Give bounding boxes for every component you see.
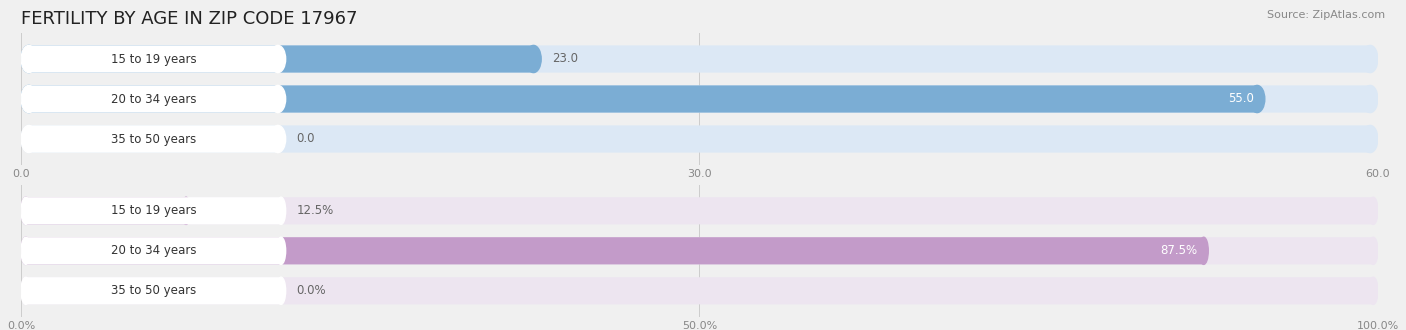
Circle shape	[21, 197, 31, 224]
Circle shape	[21, 85, 37, 113]
Text: 15 to 19 years: 15 to 19 years	[111, 204, 197, 217]
FancyBboxPatch shape	[25, 237, 1204, 264]
FancyBboxPatch shape	[25, 237, 281, 264]
Text: 0.0%: 0.0%	[297, 284, 326, 297]
FancyBboxPatch shape	[28, 46, 278, 73]
Circle shape	[1250, 85, 1265, 113]
Text: 15 to 19 years: 15 to 19 years	[111, 52, 197, 65]
Circle shape	[270, 46, 285, 73]
FancyBboxPatch shape	[25, 237, 1374, 264]
FancyBboxPatch shape	[25, 277, 1374, 304]
Circle shape	[21, 85, 37, 113]
Circle shape	[270, 125, 285, 152]
Circle shape	[1362, 46, 1378, 73]
Circle shape	[21, 237, 31, 264]
Text: 12.5%: 12.5%	[297, 204, 333, 217]
Circle shape	[21, 237, 31, 264]
FancyBboxPatch shape	[25, 197, 1374, 224]
Circle shape	[21, 85, 37, 113]
FancyBboxPatch shape	[25, 277, 281, 304]
Text: 0.0: 0.0	[297, 133, 315, 146]
FancyBboxPatch shape	[25, 197, 281, 224]
FancyBboxPatch shape	[28, 85, 278, 113]
Circle shape	[21, 46, 37, 73]
Circle shape	[1362, 125, 1378, 152]
Circle shape	[270, 85, 285, 113]
FancyBboxPatch shape	[28, 85, 1371, 113]
FancyBboxPatch shape	[25, 197, 186, 224]
Circle shape	[1362, 85, 1378, 113]
Circle shape	[21, 197, 31, 224]
Circle shape	[1368, 277, 1378, 304]
Circle shape	[21, 125, 37, 152]
Text: 87.5%: 87.5%	[1160, 244, 1198, 257]
Circle shape	[277, 277, 285, 304]
Text: 35 to 50 years: 35 to 50 years	[111, 133, 195, 146]
Circle shape	[21, 197, 31, 224]
FancyBboxPatch shape	[28, 46, 533, 73]
Circle shape	[1368, 197, 1378, 224]
Text: FERTILITY BY AGE IN ZIP CODE 17967: FERTILITY BY AGE IN ZIP CODE 17967	[21, 10, 357, 28]
Text: Source: ZipAtlas.com: Source: ZipAtlas.com	[1267, 10, 1385, 20]
Circle shape	[1368, 237, 1378, 264]
Circle shape	[1199, 237, 1208, 264]
Circle shape	[21, 237, 31, 264]
Circle shape	[21, 125, 37, 152]
Circle shape	[21, 277, 31, 304]
FancyBboxPatch shape	[28, 46, 1371, 73]
Circle shape	[21, 277, 31, 304]
Text: 23.0: 23.0	[553, 52, 578, 65]
Text: 20 to 34 years: 20 to 34 years	[111, 92, 195, 106]
FancyBboxPatch shape	[28, 85, 1257, 113]
Circle shape	[277, 197, 285, 224]
Text: 35 to 50 years: 35 to 50 years	[111, 284, 195, 297]
Circle shape	[526, 46, 541, 73]
FancyBboxPatch shape	[28, 125, 278, 152]
Circle shape	[21, 46, 37, 73]
Text: 55.0: 55.0	[1227, 92, 1254, 106]
Circle shape	[277, 237, 285, 264]
Circle shape	[21, 46, 37, 73]
FancyBboxPatch shape	[28, 125, 1371, 152]
Text: 20 to 34 years: 20 to 34 years	[111, 244, 195, 257]
Circle shape	[181, 197, 191, 224]
